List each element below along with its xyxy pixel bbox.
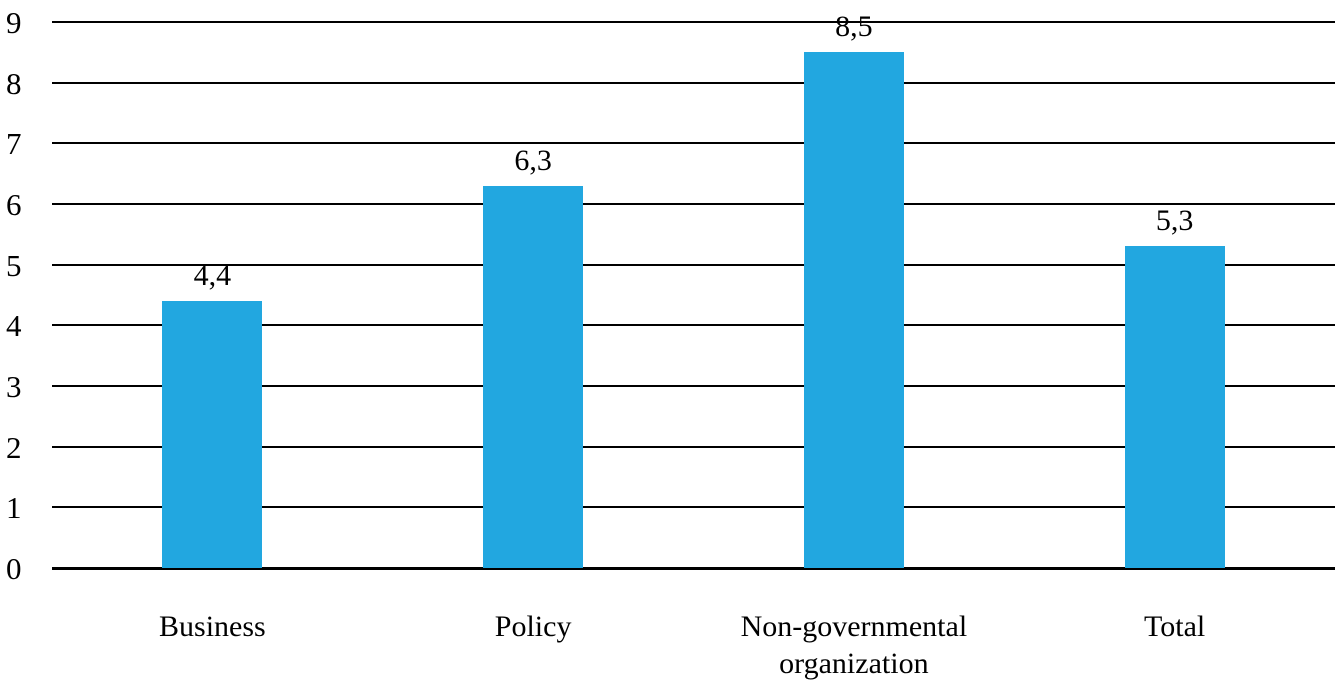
x-category-label: Business [159, 610, 266, 643]
bar-non-governmental-organization [803, 52, 904, 568]
x-category-label: Policy [494, 610, 572, 643]
gridline-y4 [52, 324, 1335, 327]
y-tick-label: 0 [6, 551, 22, 586]
gridline-y6 [52, 203, 1335, 205]
gridline-y7 [52, 142, 1335, 145]
y-tick-label: 8 [6, 65, 22, 101]
y-tick-label: 6 [6, 187, 22, 222]
y-tick-label: 5 [6, 247, 22, 283]
gridline-y3 [52, 385, 1335, 387]
bar-business [162, 301, 263, 568]
y-tick-label: 7 [6, 126, 22, 162]
y-tick-label: 3 [6, 369, 22, 404]
gridline-y1 [52, 506, 1335, 509]
y-tick-label: 1 [6, 490, 22, 526]
x-category-label: Non-governmental organization [740, 610, 968, 680]
y-tick-label: 2 [6, 429, 22, 465]
bar-policy [483, 185, 584, 568]
gridline-y5 [52, 263, 1335, 266]
bar-total [1124, 246, 1225, 568]
gridline-y8 [52, 81, 1335, 84]
gridline-y9 [52, 21, 1335, 23]
y-tick-label: 4 [6, 308, 22, 344]
y-tick-label: 9 [6, 5, 22, 40]
gridline-y0 [52, 567, 1335, 570]
value-label: 4,4 [193, 259, 232, 293]
value-label: 6,3 [514, 143, 552, 177]
gridline-y2 [52, 445, 1335, 448]
value-label: 5,3 [1155, 204, 1194, 238]
x-category-label: Total [1144, 610, 1206, 643]
value-label: 8,5 [835, 10, 873, 44]
